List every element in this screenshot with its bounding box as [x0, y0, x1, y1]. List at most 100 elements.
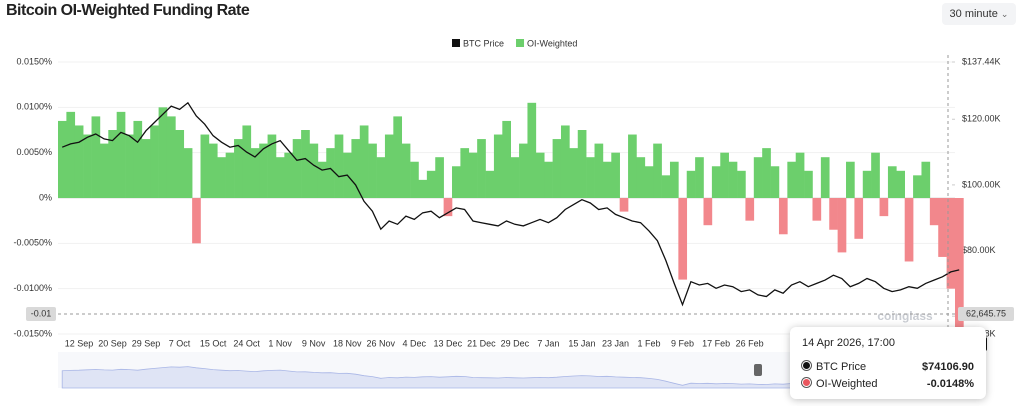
funding-bar — [141, 139, 151, 198]
legend-swatch — [452, 39, 460, 47]
funding-bar — [820, 157, 830, 198]
chevron[interactable]: ⌄ — [1000, 8, 1009, 19]
funding-bar — [234, 139, 243, 198]
tooltip-row: OI-Weighted -0.0148% — [802, 378, 974, 390]
funding-bar — [125, 134, 134, 198]
funding-bar — [452, 166, 461, 198]
funding-bar — [938, 198, 947, 257]
x-tick-label: 13 Dec — [434, 338, 463, 348]
funding-bar — [435, 157, 444, 198]
funding-bar — [175, 130, 185, 198]
x-tick-label: 26 Nov — [366, 338, 395, 348]
chart-title: Bitcoin OI-Weighted Funding Rate — [6, 2, 250, 19]
interval-label[interactable]: 30 minute — [949, 8, 998, 20]
funding-bar — [535, 152, 545, 198]
funding-bar — [955, 198, 964, 333]
y-tick-label: -0.0150% — [13, 328, 52, 338]
funding-bar — [443, 198, 453, 217]
funding-bar — [158, 107, 168, 198]
funding-bar — [711, 166, 721, 198]
funding-bar — [619, 198, 629, 212]
price-line — [61, 101, 960, 307]
funding-bar — [795, 152, 805, 198]
funding-bar — [485, 170, 495, 198]
funding-bar — [510, 157, 520, 198]
y-tick-label: 0.0050% — [16, 147, 52, 157]
x-tick-label: 18 Nov — [333, 338, 362, 348]
x-tick-label: 7 Oct — [169, 338, 191, 348]
funding-bar — [946, 198, 956, 289]
funding-bar — [108, 130, 117, 198]
y2-tick-label: $80.00K — [962, 245, 996, 255]
funding-bar — [669, 161, 679, 198]
funding-bar — [737, 170, 746, 198]
x-tick-label: 21 Dec — [467, 338, 496, 348]
funding-bar — [778, 198, 788, 235]
funding-bar — [166, 116, 176, 198]
funding-bar — [317, 161, 327, 198]
funding-bar — [225, 152, 235, 198]
funding-bar — [284, 152, 294, 198]
funding-bar — [720, 152, 729, 198]
y-tick-label: 0% — [39, 192, 52, 202]
x-tick-label: 1 Feb — [638, 338, 661, 348]
funding-bar — [74, 125, 84, 198]
funding-bar — [812, 198, 822, 221]
funding-bar — [611, 152, 620, 198]
navigator-handle[interactable] — [754, 364, 762, 376]
x-tick-label: 15 Jan — [568, 338, 595, 348]
funding-bar — [653, 143, 662, 198]
x-tick-label: 26 Feb — [736, 338, 764, 348]
funding-bar — [275, 157, 285, 198]
funding-bar — [292, 139, 302, 198]
funding-bar — [359, 125, 369, 198]
funding-bar — [695, 157, 704, 198]
funding-bar — [745, 198, 755, 221]
crosshair-y-box — [26, 307, 56, 321]
funding-bar — [527, 102, 537, 198]
funding-bar — [846, 161, 855, 198]
funding-bar — [829, 198, 838, 230]
funding-bar — [560, 125, 570, 198]
funding-bar — [544, 161, 553, 198]
funding-bar — [66, 111, 76, 198]
interval-select[interactable]: 30 minute ⌄ — [942, 3, 1016, 25]
x-tick-label: 1 Nov — [268, 338, 292, 348]
funding-bar — [636, 157, 646, 198]
funding-bar — [259, 143, 268, 198]
x-tick-label: 7 Jan — [537, 338, 559, 348]
tooltip-name: OI-Weighted — [816, 378, 878, 390]
funding-bar — [401, 143, 411, 198]
funding-bar — [208, 143, 218, 198]
funding-bar — [393, 116, 403, 198]
legend-swatch — [516, 39, 525, 47]
funding-bar — [410, 161, 419, 198]
y-tick-label: -0.0050% — [13, 238, 52, 248]
funding-bar — [133, 120, 143, 198]
funding-bar — [183, 148, 193, 198]
funding-bar — [519, 143, 528, 198]
funding-bar — [854, 198, 864, 239]
funding-bar — [426, 170, 436, 198]
funding-bar — [837, 198, 847, 253]
x-tick-label: 29 Sep — [132, 338, 161, 348]
x-tick-label: 4 Dec — [403, 338, 427, 348]
tooltip-row: BTC Price $74106.90 — [802, 361, 974, 373]
funding-bar — [602, 161, 612, 198]
funding-bar — [661, 175, 671, 198]
funding-bar — [762, 148, 771, 198]
funding-bar — [301, 130, 310, 198]
x-tick-label: 23 Jan — [602, 338, 629, 348]
y2-tick-label: $137.44K — [962, 56, 1001, 66]
funding-bar — [586, 157, 595, 198]
funding-bar — [116, 111, 126, 198]
legend-label: BTC Price — [463, 38, 504, 48]
x-tick-label: 29 Dec — [501, 338, 530, 348]
tooltip-value: -0.0148% — [926, 378, 974, 390]
funding-bar — [728, 161, 738, 198]
funding-bar — [493, 134, 503, 198]
crosshair-y2-label: 62,645.75 — [966, 308, 1006, 318]
y-tick-label: -0.0100% — [13, 283, 52, 293]
funding-bar — [242, 125, 252, 198]
funding-bar — [921, 161, 931, 198]
